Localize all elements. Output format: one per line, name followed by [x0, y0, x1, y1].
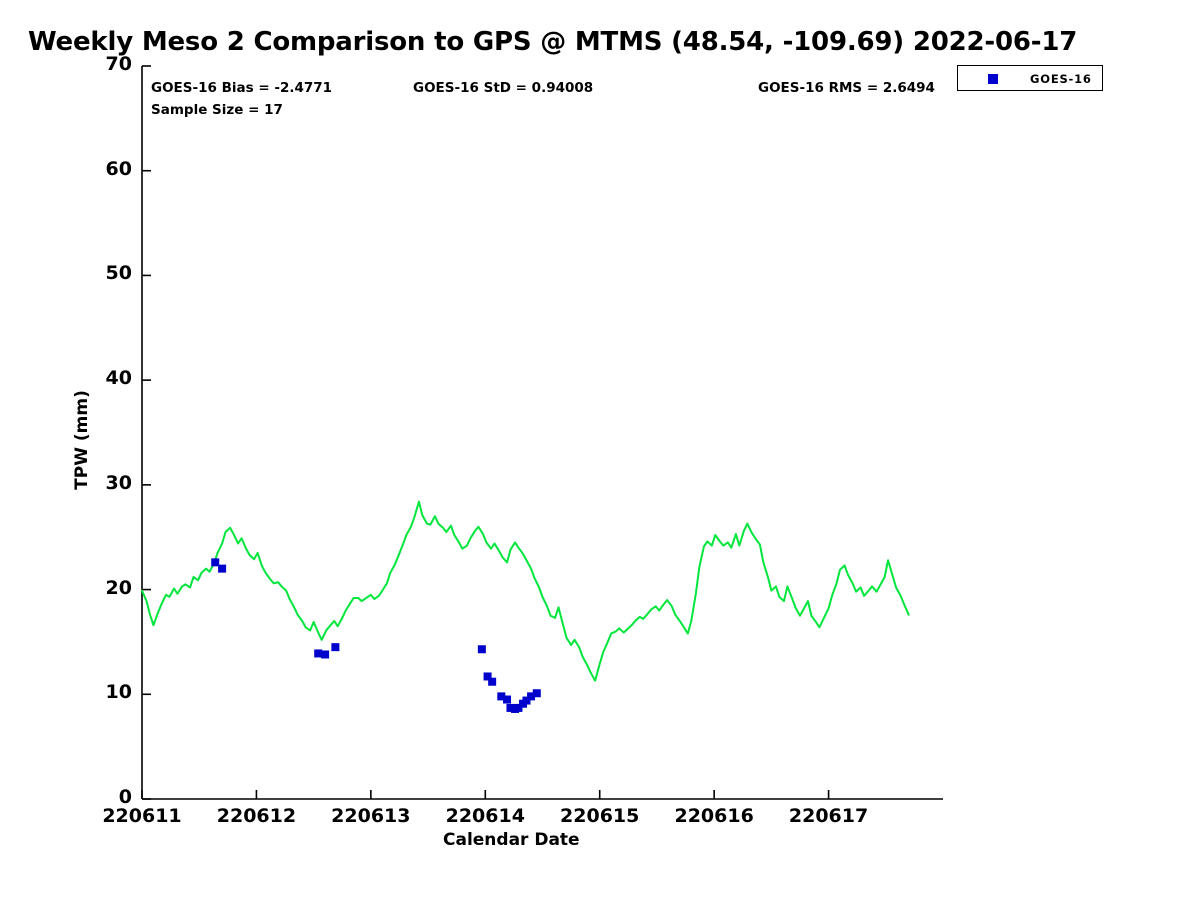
goes16-data-point	[331, 643, 340, 652]
y-tick-label: 30	[105, 471, 132, 494]
x-tick-label: 220615	[560, 805, 640, 827]
y-tick-label: 60	[105, 157, 132, 180]
x-tick-label: 220611	[102, 805, 182, 827]
goes16-data-point	[321, 650, 330, 659]
goes16-data-point	[506, 703, 515, 712]
goes16-data-point	[483, 672, 492, 681]
y-tick-label: 40	[105, 367, 132, 390]
y-tick-label: 10	[105, 681, 132, 704]
stat-std: GOES-16 StD = 0.94008	[413, 80, 594, 96]
goes16-data-point	[314, 649, 323, 658]
stat-bias: GOES-16 Bias = -2.4771	[151, 80, 333, 96]
goes16-data-point	[488, 677, 497, 686]
y-tick-label: 70	[105, 53, 132, 75]
page-title: Weekly Meso 2 Comparison to GPS @ MTMS (…	[28, 27, 1078, 57]
legend-swatch-goes16-icon	[988, 74, 998, 84]
goes16-data-point	[218, 564, 227, 573]
goes16-data-point	[514, 703, 523, 712]
goes16-data-point	[522, 696, 531, 705]
legend-label-goes16: GOES-16	[1030, 72, 1092, 86]
x-axis-label: Calendar Date	[443, 830, 580, 850]
stat-rms: GOES-16 RMS = 2.6494	[758, 80, 935, 96]
axes-group	[141, 65, 943, 800]
stat-sample-size: Sample Size = 17	[151, 102, 283, 118]
y-tick-label: 20	[105, 576, 132, 599]
goes16-data-point	[211, 558, 220, 567]
y-tick-label: 0	[118, 786, 132, 808]
x-tick-label: 220617	[788, 805, 869, 827]
goes16-data-point	[477, 645, 486, 654]
goes16-data-point	[532, 689, 541, 698]
goes16-data-point	[503, 695, 512, 704]
x-tick-label: 220613	[331, 805, 411, 827]
goes16-data-point	[497, 692, 506, 701]
legend: GOES-16	[957, 65, 1103, 91]
y-tick-label: 50	[105, 262, 132, 285]
x-tick-label: 220614	[445, 805, 525, 827]
goes16-data-point	[527, 692, 536, 701]
data-series-group	[141, 500, 910, 713]
x-tick-label: 220616	[674, 805, 754, 827]
gps-line-series	[141, 500, 910, 682]
x-tick-label: 220612	[216, 805, 297, 827]
